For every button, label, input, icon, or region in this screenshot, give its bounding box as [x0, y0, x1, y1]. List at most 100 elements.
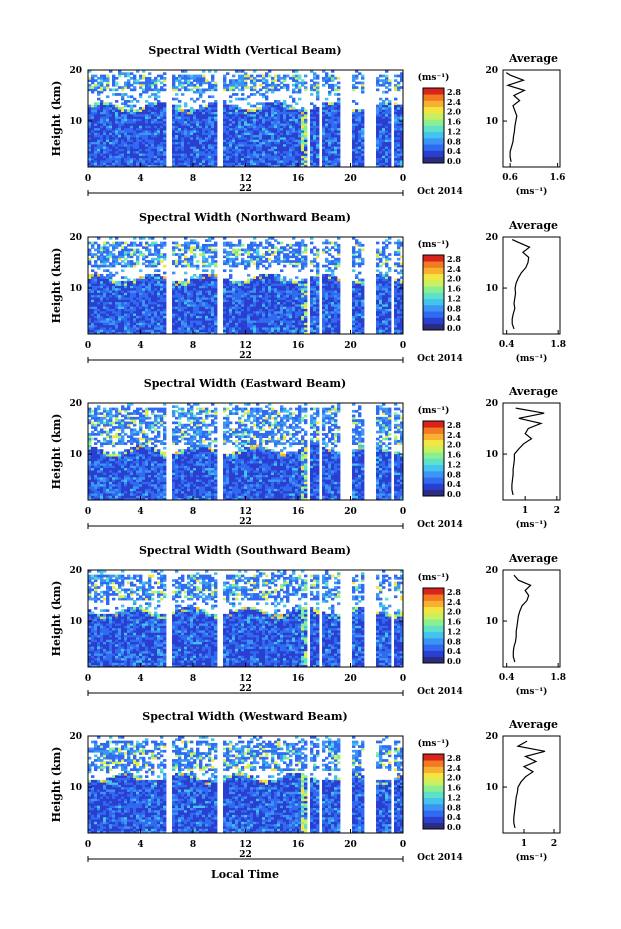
colorbar-swatch [423, 144, 444, 151]
x-tick-label: 8 [190, 174, 196, 184]
colorbar-tick-label: 2.0 [447, 274, 461, 284]
average-y-tick-label: 20 [485, 233, 498, 243]
colorbar-swatch [423, 766, 444, 774]
heatmap [88, 736, 404, 834]
colorbar-tick-label: 2.8 [447, 420, 461, 430]
average-title: Average [508, 52, 558, 65]
average-frame [502, 402, 561, 501]
colorbar-tick-label: 2.8 [447, 254, 461, 264]
average-y-tick-label: 10 [485, 450, 498, 460]
x-tick-label: 0 [400, 840, 406, 850]
colorbar-tick-label: 0.8 [447, 469, 461, 479]
average-unit: (ms⁻¹) [516, 686, 548, 697]
average-title: Average [508, 219, 558, 232]
y-axis-label: Height (km) [50, 248, 63, 324]
x-tick-label: 0 [85, 840, 91, 850]
x-tick-label: 12 [239, 840, 252, 850]
panel-title: Spectral Width (Eastward Beam) [144, 377, 346, 390]
y-tick-label: 20 [69, 732, 82, 742]
colorbar-swatch [423, 131, 444, 139]
average-title: Average [508, 385, 558, 398]
y-axis-label: Height (km) [50, 414, 63, 490]
colorbar-tick-label: 1.6 [447, 117, 461, 127]
colorbar-tick-label: 2.4 [447, 97, 461, 107]
colorbar-tick-label: 1.2 [447, 459, 461, 469]
x-tick-label: 12 [239, 174, 252, 184]
colorbar-tick-label: 0.8 [447, 136, 461, 146]
average-unit: (ms⁻¹) [516, 186, 548, 197]
x-tick-label: 12 [239, 341, 252, 351]
colorbar-swatch [423, 600, 444, 608]
colorbar-swatch [423, 804, 444, 811]
colorbar-swatch [423, 88, 444, 95]
colorbar-tick-label: 2.4 [447, 430, 461, 440]
average-x-tick-label: 2 [551, 839, 557, 849]
colorbar-unit: (ms⁻¹) [418, 405, 450, 416]
y-tick-label: 20 [69, 399, 82, 409]
panel-title: Spectral Width (Northward Beam) [139, 211, 351, 224]
x-tick-label: 0 [400, 507, 406, 517]
colorbar-swatch [423, 785, 444, 792]
colorbar-unit: (ms⁻¹) [418, 572, 450, 583]
colorbar-swatch [423, 280, 444, 287]
colorbar-tick-label: 2.0 [447, 440, 461, 450]
colorbar-tick-label: 0.8 [447, 636, 461, 646]
colorbar-tick-label: 2.0 [447, 107, 461, 117]
colorbar-tick-label: 0.4 [447, 646, 461, 656]
average-profile-line [511, 239, 531, 330]
colorbar-swatch [423, 433, 444, 441]
colorbar-swatch [423, 613, 444, 620]
average-frame [502, 236, 561, 335]
colorbar-swatch [423, 305, 444, 312]
average-y-tick-label: 20 [485, 566, 498, 576]
day-label: 22 [239, 184, 252, 194]
average-profile-line [513, 740, 546, 829]
colorbar-unit: (ms⁻¹) [418, 72, 450, 83]
average-frame [502, 735, 561, 834]
y-axis-label: Height (km) [50, 81, 63, 157]
x-tick-label: 0 [85, 674, 91, 684]
colorbar-swatch [423, 477, 444, 484]
average-title: Average [508, 552, 558, 565]
colorbar-swatch [423, 458, 444, 466]
colorbar-frame [422, 587, 445, 664]
y-tick-label: 10 [69, 284, 82, 294]
colorbar-swatch [423, 797, 444, 805]
heatmap [88, 237, 404, 335]
x-tick-label: 0 [85, 341, 91, 351]
y-tick-label: 20 [69, 566, 82, 576]
x-tick-label: 20 [344, 174, 357, 184]
colorbar-swatch [423, 421, 444, 428]
x-tick-label: 0 [400, 674, 406, 684]
colorbar-swatch [423, 317, 444, 325]
colorbar-swatch [423, 292, 444, 300]
average-x-tick-label: 0.4 [499, 673, 515, 683]
panel-5: Spectral Width (Westward Beam)2010Height… [50, 710, 561, 863]
average-profile-line [511, 407, 545, 496]
colorbar-swatch [423, 471, 444, 478]
average-y-tick-label: 10 [485, 117, 498, 127]
date-label: Oct 2014 [417, 354, 463, 364]
x-tick-label: 8 [190, 840, 196, 850]
colorbar-swatch [423, 427, 444, 434]
heatmap [88, 570, 404, 668]
colorbar-swatch [423, 772, 444, 780]
colorbar-tick-label: 1.2 [447, 626, 461, 636]
panel-1: Spectral Width (Vertical Beam) 20 10 Height… [50, 44, 565, 197]
panel-title: Spectral Width (Westward Beam) [142, 710, 347, 723]
colorbar-tick-label: 1.6 [447, 783, 461, 793]
colorbar-swatch [423, 656, 444, 664]
colorbar-swatch [423, 483, 444, 491]
panel-4: Spectral Width (Southward Beam) 20 10 Heigh… [50, 544, 566, 697]
date-label: Oct 2014 [417, 187, 463, 197]
panel-3: Spectral Width (Eastward Beam) 20 10 Height… [50, 377, 561, 530]
colorbar-swatch [423, 588, 444, 595]
colorbar-swatch [423, 638, 444, 645]
colorbar-swatch [423, 489, 444, 497]
average-x-tick-label: 1.8 [550, 340, 566, 350]
colorbar-tick-label: 0.0 [447, 323, 461, 333]
x-tick-label: 0 [400, 174, 406, 184]
colorbar-swatch [423, 138, 444, 145]
x-tick-label: 4 [137, 507, 143, 517]
y-tick-label: 10 [69, 783, 82, 793]
